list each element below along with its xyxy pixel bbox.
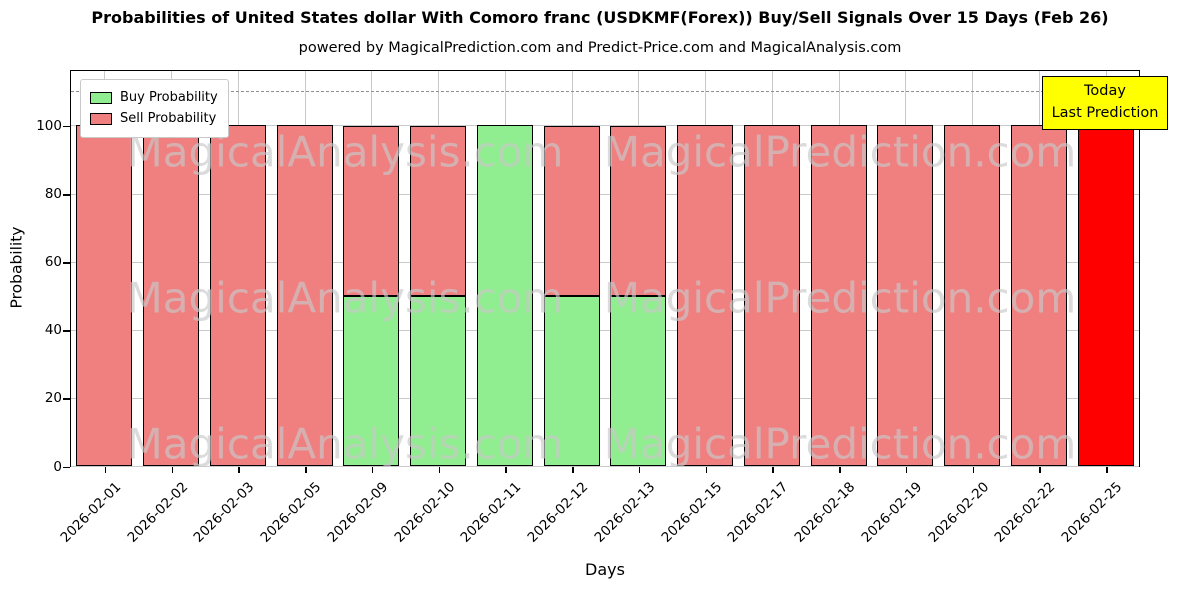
bar-sell-segment bbox=[143, 125, 200, 466]
legend-swatch-sell bbox=[90, 113, 112, 126]
y-tick-label: 80 bbox=[44, 186, 62, 203]
annotation-line-2: Last Prediction bbox=[1051, 104, 1159, 121]
x-tick-label: 2026-02-12 bbox=[524, 479, 592, 546]
x-tick-label: 2026-02-15 bbox=[658, 479, 725, 546]
x-tick-mark bbox=[572, 467, 574, 473]
bar-sell-segment bbox=[810, 125, 867, 466]
y-gridline bbox=[71, 466, 1139, 467]
bar-sell-segment bbox=[543, 125, 600, 296]
bar-sell-segment bbox=[877, 125, 934, 466]
y-tick-mark bbox=[63, 194, 70, 196]
bar-buy-segment bbox=[410, 295, 467, 466]
bar-sell-segment bbox=[1010, 125, 1067, 466]
y-gridline bbox=[71, 125, 1139, 127]
bar-last-prediction bbox=[1077, 125, 1134, 466]
bar-buy-segment bbox=[543, 295, 600, 466]
x-tick-mark bbox=[972, 467, 975, 473]
x-tick-label: 2026-02-19 bbox=[858, 479, 926, 546]
x-tick-label: 2026-02-10 bbox=[391, 479, 458, 546]
x-axis-label: Days bbox=[585, 560, 625, 579]
y-axis-label: Probability bbox=[7, 226, 26, 309]
x-tick-mark bbox=[104, 467, 107, 473]
bar-sell-segment bbox=[343, 125, 400, 296]
bar-buy-segment bbox=[610, 295, 667, 466]
bar-sell-segment bbox=[743, 125, 800, 466]
plot-area: Buy Probability Sell Probability bbox=[70, 70, 1140, 467]
y-tick-mark bbox=[63, 125, 70, 128]
y-gridline bbox=[71, 397, 1139, 399]
chart-subtitle: powered by MagicalPrediction.com and Pre… bbox=[298, 40, 902, 56]
x-tick-label: 2026-02-11 bbox=[457, 479, 525, 546]
x-tick-mark bbox=[772, 467, 774, 473]
x-tick-mark bbox=[371, 467, 374, 473]
y-gridline bbox=[71, 261, 1139, 263]
y-tick-label: 0 bbox=[53, 458, 62, 475]
annotation-line-1: Today bbox=[1084, 83, 1126, 99]
x-tick-label: 2026-02-01 bbox=[57, 479, 125, 546]
dashed-threshold-line bbox=[71, 91, 1139, 93]
y-tick-label: 40 bbox=[44, 322, 62, 339]
bar-sell-segment bbox=[410, 125, 467, 296]
x-tick-label: 2026-02-13 bbox=[591, 479, 659, 546]
bar-buy-segment bbox=[343, 295, 400, 466]
x-tick-label: 2026-02-22 bbox=[991, 479, 1059, 546]
y-tick-mark bbox=[63, 262, 70, 264]
y-tick-mark bbox=[63, 398, 70, 400]
x-tick-mark bbox=[505, 467, 507, 473]
legend-label-buy: Buy Probability bbox=[120, 90, 218, 105]
x-tick-label: 2026-02-25 bbox=[1058, 479, 1126, 546]
y-tick-label: 20 bbox=[44, 390, 62, 407]
bar-sell-segment bbox=[209, 125, 266, 466]
x-tick-mark bbox=[238, 467, 240, 473]
x-tick-mark bbox=[171, 467, 174, 473]
x-tick-label: 2026-02-17 bbox=[724, 479, 792, 546]
bar-sell-segment bbox=[276, 125, 333, 466]
legend-swatch-buy bbox=[90, 91, 112, 104]
legend-item-buy: Buy Probability bbox=[90, 87, 218, 108]
x-tick-label: 2026-02-05 bbox=[257, 479, 325, 546]
x-tick-label: 2026-02-02 bbox=[124, 479, 191, 546]
y-gridline bbox=[71, 193, 1139, 195]
bar-buy-segment bbox=[476, 125, 533, 466]
x-tick-mark bbox=[1039, 467, 1041, 473]
x-tick-mark bbox=[705, 467, 708, 473]
y-tick-mark bbox=[63, 466, 70, 468]
legend-item-sell: Sell Probability bbox=[90, 108, 218, 129]
legend-label-sell: Sell Probability bbox=[120, 111, 217, 127]
y-tick-label: 100 bbox=[36, 117, 62, 134]
legend: Buy Probability Sell Probability bbox=[80, 79, 229, 138]
y-tick-label: 60 bbox=[44, 254, 62, 271]
x-tick-mark bbox=[305, 467, 307, 473]
x-tick-mark bbox=[905, 467, 908, 473]
y-gridline bbox=[71, 329, 1139, 331]
x-tick-mark bbox=[438, 467, 441, 473]
today-annotation: Today Last Prediction bbox=[1042, 76, 1168, 130]
bar-sell-segment bbox=[944, 125, 1001, 466]
bar-sell-segment bbox=[610, 125, 667, 296]
y-tick-mark bbox=[63, 330, 70, 332]
bar-sell-segment bbox=[677, 125, 734, 466]
bar-sell-segment bbox=[76, 125, 133, 466]
chart-title: Probabilities of United States dollar Wi… bbox=[91, 8, 1109, 27]
x-tick-mark bbox=[1106, 467, 1108, 473]
x-tick-label: 2026-02-18 bbox=[791, 479, 859, 546]
x-tick-label: 2026-02-20 bbox=[925, 479, 992, 546]
x-tick-mark bbox=[638, 467, 641, 473]
x-tick-mark bbox=[839, 467, 841, 473]
x-tick-label: 2026-02-09 bbox=[324, 479, 392, 546]
x-tick-label: 2026-02-03 bbox=[190, 479, 258, 546]
